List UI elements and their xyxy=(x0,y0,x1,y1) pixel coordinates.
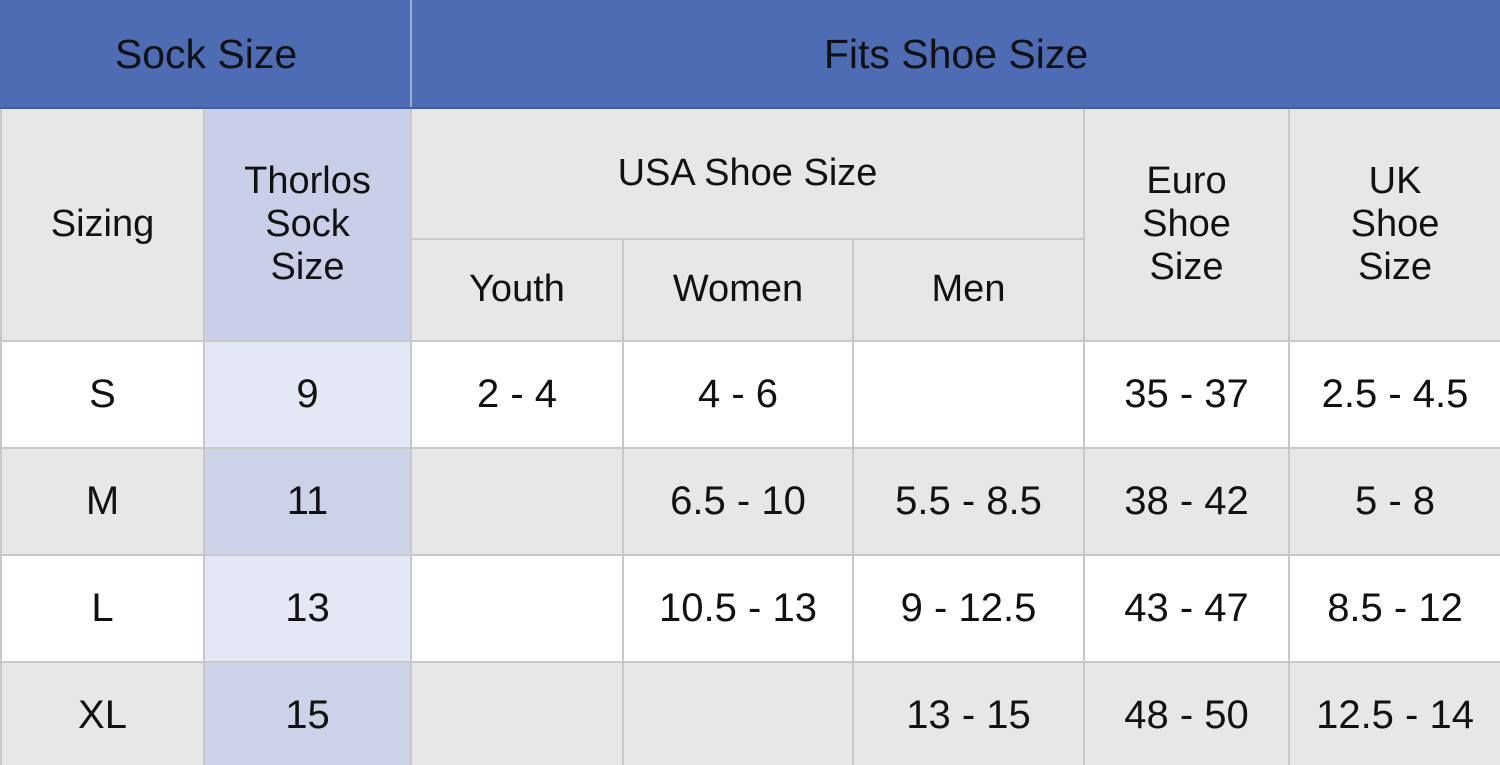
cell-uk-size: 5 - 8 xyxy=(1287,447,1500,556)
header-usa-youth: Youth xyxy=(410,238,624,342)
cell-thorlos-size: 15 xyxy=(203,661,412,765)
cell-euro-size: 38 - 42 xyxy=(1083,447,1290,556)
table-row: M 11 6.5 - 10 5.5 - 8.5 38 - 42 5 - 8 xyxy=(0,447,1500,556)
header-sizing: Sizing xyxy=(0,107,205,342)
cell-euro-size: 48 - 50 xyxy=(1083,661,1290,765)
cell-usa-women: 6.5 - 10 xyxy=(622,447,854,556)
table-row: XL 15 13 - 15 48 - 50 12.5 - 14 xyxy=(0,661,1500,765)
cell-usa-women: 4 - 6 xyxy=(622,340,854,449)
cell-uk-size: 12.5 - 14 xyxy=(1287,661,1500,765)
header-euro-shoe-size: Euro Shoe Size xyxy=(1083,107,1290,342)
cell-usa-men: 5.5 - 8.5 xyxy=(852,447,1085,556)
cell-uk-size: 8.5 - 12 xyxy=(1287,554,1500,663)
cell-euro-size: 43 - 47 xyxy=(1083,554,1290,663)
cell-usa-youth xyxy=(410,447,624,556)
table-group-header-row: Sizing Thorlos Sock Size USA Shoe Size E… xyxy=(0,107,1500,342)
header-usa-men: Men xyxy=(852,238,1085,342)
cell-euro-size: 35 - 37 xyxy=(1083,340,1290,449)
cell-usa-women: 10.5 - 13 xyxy=(622,554,854,663)
table-banner-row: Sock Size Fits Shoe Size xyxy=(0,0,1500,109)
table-sub-header-row: Youth Women Men xyxy=(1,238,1500,342)
cell-usa-youth: 2 - 4 xyxy=(410,340,624,449)
header-uk-shoe-size: UK Shoe Size xyxy=(1287,107,1500,342)
cell-sizing: L xyxy=(0,554,205,663)
header-thorlos-sock-size: Thorlos Sock Size xyxy=(203,107,412,342)
table-row: L 13 10.5 - 13 9 - 12.5 43 - 47 8.5 - 12 xyxy=(0,554,1500,663)
cell-thorlos-size: 9 xyxy=(203,340,412,449)
cell-thorlos-size: 11 xyxy=(203,447,412,556)
cell-usa-youth xyxy=(410,661,624,765)
cell-thorlos-size: 13 xyxy=(203,554,412,663)
header-usa-shoe-size: USA Shoe Size xyxy=(410,107,1085,240)
table-row: S 9 2 - 4 4 - 6 35 - 37 2.5 - 4.5 xyxy=(0,340,1500,449)
cell-usa-men xyxy=(852,340,1085,449)
cell-usa-men: 13 - 15 xyxy=(852,661,1085,765)
cell-usa-youth xyxy=(410,554,624,663)
banner-fits-shoe-size: Fits Shoe Size xyxy=(409,0,1500,109)
cell-sizing: M xyxy=(0,447,205,556)
cell-usa-women xyxy=(622,661,854,765)
cell-uk-size: 2.5 - 4.5 xyxy=(1287,340,1500,449)
cell-sizing: XL xyxy=(0,661,205,765)
cell-sizing: S xyxy=(0,340,205,449)
header-usa-women: Women xyxy=(622,238,854,342)
banner-sock-size: Sock Size xyxy=(0,0,412,109)
cell-usa-men: 9 - 12.5 xyxy=(852,554,1085,663)
